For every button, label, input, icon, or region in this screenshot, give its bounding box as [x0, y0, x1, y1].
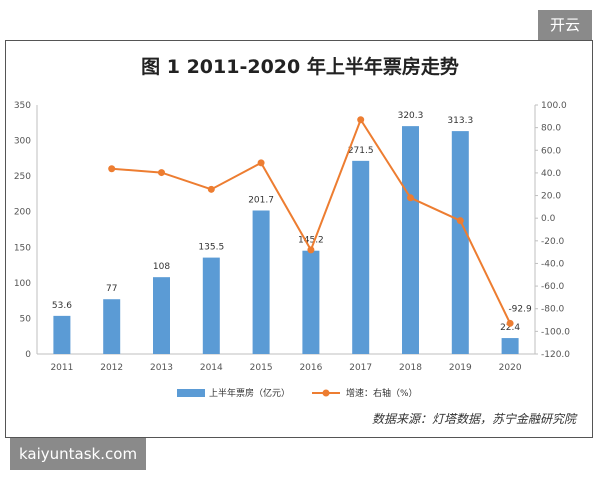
bar-value-label: 108 — [153, 262, 170, 272]
bar-value-label: 77 — [106, 284, 117, 294]
growth-point — [456, 217, 464, 225]
x-tick-label: 2015 — [250, 363, 273, 373]
right-tick-label: 20.0 — [541, 192, 561, 202]
bar-value-label: 313.3 — [447, 116, 473, 126]
x-tick-label: 2016 — [299, 363, 322, 373]
x-tick-label: 2011 — [50, 363, 73, 373]
chart-title: 图 1 2011-2020 年上半年票房走势 — [141, 56, 459, 78]
left-tick-label: 200 — [14, 208, 31, 218]
right-tick-label: -120.0 — [541, 350, 570, 360]
bar — [153, 277, 170, 354]
x-tick-label: 2017 — [349, 363, 372, 373]
legend-bar-swatch — [177, 389, 205, 397]
bar-value-label: 201.7 — [248, 196, 274, 206]
left-tick-label: 300 — [14, 137, 31, 147]
right-tick-label: -100.0 — [541, 327, 570, 337]
right-tick-label: 100.0 — [541, 101, 567, 111]
left-tick-label: 350 — [14, 101, 31, 111]
x-tick-label: 2014 — [200, 363, 223, 373]
right-tick-label: -20.0 — [541, 237, 565, 247]
bar — [103, 299, 121, 354]
watermark-url: kaiyuntask.com — [10, 438, 147, 470]
right-tick-label: 0.0 — [541, 214, 556, 224]
right-tick-label: -40.0 — [541, 259, 565, 269]
x-tick-label: 2020 — [499, 363, 522, 373]
bar-value-label: 22.4 — [500, 323, 520, 333]
growth-point — [108, 165, 116, 173]
growth-point — [257, 159, 265, 167]
bar-value-label: 135.5 — [198, 243, 224, 253]
growth-point — [357, 116, 365, 124]
growth-value-label: -92.9 — [508, 304, 532, 314]
bar — [53, 315, 71, 354]
bar-value-label: 271.5 — [348, 146, 374, 156]
right-tick-label: -60.0 — [541, 282, 565, 292]
bar — [202, 257, 220, 354]
right-tick-label: 60.0 — [541, 146, 561, 156]
legend-line-label: 增速：右轴（%） — [346, 387, 418, 399]
right-tick-label: -80.0 — [541, 305, 565, 315]
right-tick-label: 80.0 — [541, 124, 561, 134]
left-tick-label: 150 — [14, 243, 31, 253]
growth-point — [407, 194, 414, 202]
x-tick-label: 2018 — [399, 363, 422, 373]
chart-frame — [5, 40, 593, 438]
left-tick-label: 50 — [20, 314, 32, 324]
growth-point — [307, 246, 315, 254]
legend-bar-label: 上半年票房（亿元） — [209, 387, 290, 399]
bar — [501, 338, 519, 354]
x-tick-label: 2013 — [150, 363, 173, 373]
legend-line-marker — [322, 389, 330, 397]
bar-value-label: 53.6 — [52, 301, 72, 311]
bar — [302, 250, 320, 354]
growth-point — [506, 319, 514, 327]
growth-point — [158, 169, 165, 177]
bar — [402, 126, 419, 354]
growth-point — [207, 185, 215, 193]
right-tick-label: 40.0 — [541, 169, 561, 179]
x-tick-label: 2012 — [100, 363, 123, 373]
left-tick-label: 250 — [14, 172, 31, 182]
bar — [252, 210, 270, 354]
source-note: 数据来源：灯塔数据，苏宁金融研究院 — [371, 412, 576, 426]
bar-value-label: 320.3 — [398, 111, 424, 121]
bar-value-label: 145.2 — [298, 236, 324, 246]
bar — [352, 160, 370, 354]
left-tick-label: 100 — [14, 279, 31, 289]
x-tick-label: 2019 — [449, 363, 472, 373]
top-right-badge: 开云 — [538, 10, 592, 40]
left-tick-label: 0 — [25, 350, 31, 360]
bar — [451, 131, 469, 354]
